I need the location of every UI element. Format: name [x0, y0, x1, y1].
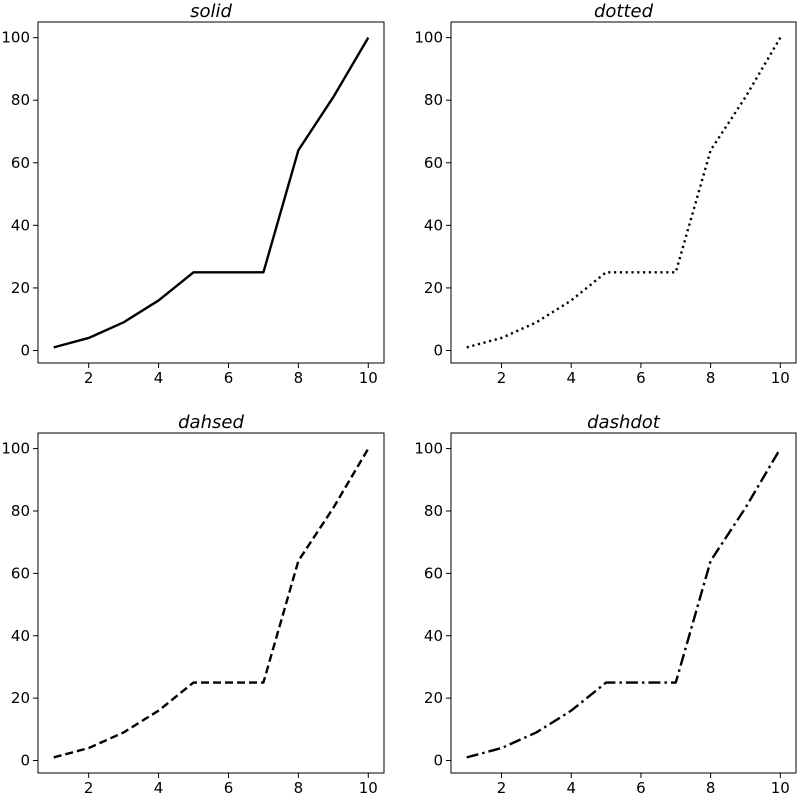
y-tick-label: 80: [424, 502, 443, 520]
y-tick-label: 60: [424, 564, 443, 582]
x-tick-label: 4: [154, 369, 164, 387]
y-tick-label: 0: [20, 752, 30, 770]
series-line: [53, 447, 370, 759]
axes-frame: [450, 21, 797, 364]
y-tick-label: 20: [424, 279, 443, 297]
x-tick-label: 6: [224, 369, 234, 387]
x-tick-label: 10: [771, 369, 790, 387]
axes-frame: [37, 21, 385, 364]
y-tick-label: 100: [414, 440, 443, 458]
y-tick-label: 60: [424, 154, 443, 172]
series-line: [466, 447, 782, 759]
series-line: [466, 37, 782, 349]
y-tick-label: 20: [424, 689, 443, 707]
x-tick-label: 8: [294, 779, 304, 797]
x-tick-label: 8: [706, 369, 716, 387]
x-tick-label: 8: [294, 369, 304, 387]
y-tick-label: 0: [20, 341, 30, 359]
y-tick-label: 80: [11, 91, 30, 109]
y-tick-label: 20: [11, 279, 30, 297]
x-tick-label: 10: [771, 779, 790, 797]
x-tick-label: 2: [497, 369, 507, 387]
y-tick-label: 0: [433, 341, 443, 359]
x-tick-label: 2: [84, 779, 94, 797]
y-tick-label: 0: [433, 752, 443, 770]
subplot-title: solid: [190, 1, 232, 22]
x-tick-label: 4: [566, 369, 576, 387]
y-tick-label: 60: [11, 154, 30, 172]
x-tick-label: 6: [636, 369, 646, 387]
x-tick-label: 6: [636, 779, 646, 797]
x-tick-label: 10: [359, 369, 378, 387]
y-tick-label: 60: [11, 564, 30, 582]
subplot-title: dahsed: [178, 412, 244, 433]
axes-frame: [37, 432, 385, 774]
x-tick-label: 4: [154, 779, 164, 797]
subplot-title: dotted: [594, 1, 654, 22]
x-tick-label: 4: [566, 779, 576, 797]
y-tick-label: 80: [424, 91, 443, 109]
series-line: [53, 37, 370, 349]
axes-frame: [450, 432, 797, 774]
y-tick-label: 80: [11, 502, 30, 520]
y-tick-label: 40: [11, 216, 30, 234]
y-tick-label: 40: [424, 216, 443, 234]
x-tick-label: 2: [84, 369, 94, 387]
y-tick-label: 40: [11, 627, 30, 645]
y-tick-label: 100: [1, 440, 30, 458]
x-tick-label: 8: [706, 779, 716, 797]
x-tick-label: 2: [497, 779, 507, 797]
x-tick-label: 10: [359, 779, 378, 797]
y-tick-label: 40: [424, 627, 443, 645]
y-tick-label: 100: [414, 29, 443, 47]
y-tick-label: 100: [1, 29, 30, 47]
x-tick-label: 6: [224, 779, 234, 797]
subplot-title: dashdot: [587, 412, 661, 433]
y-tick-label: 20: [11, 689, 30, 707]
